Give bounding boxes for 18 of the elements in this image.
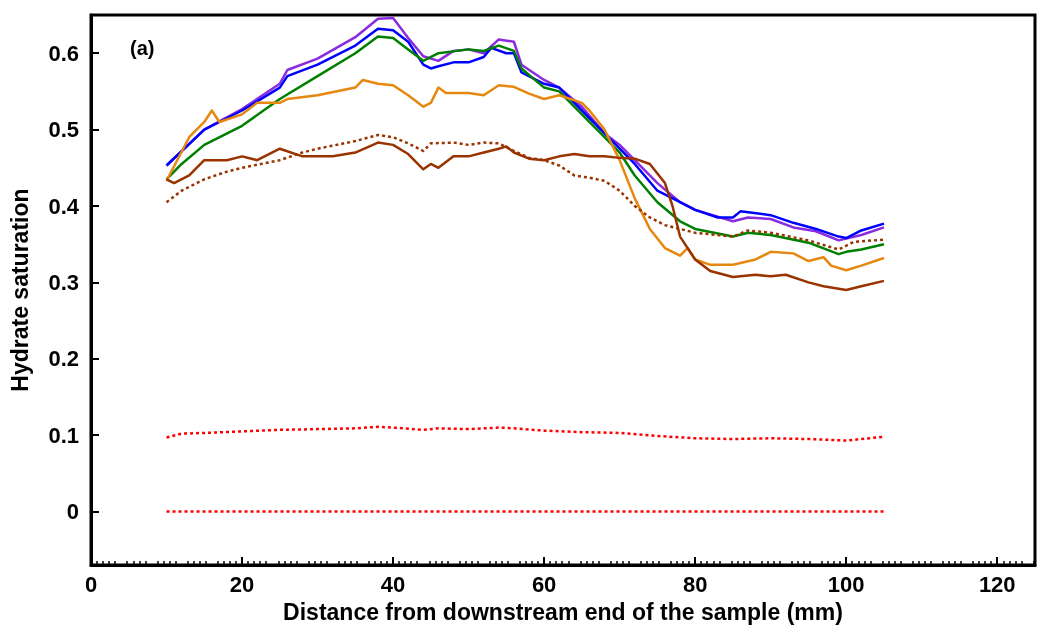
line-series — [165, 78, 886, 272]
x-axis-title: Distance from downstream end of the sample (mm) — [283, 598, 843, 625]
y-tick-label: 0 — [66, 499, 79, 525]
x-tick-label: 40 — [380, 571, 406, 597]
y-tick-label: 0.1 — [48, 422, 79, 448]
annotation: (a) — [130, 37, 155, 59]
x-tick-label: 60 — [531, 571, 557, 597]
x-tick-label: 80 — [682, 571, 708, 597]
x-tick-label: 20 — [229, 571, 255, 597]
y-axis-title: Hydrate saturation — [6, 188, 33, 392]
y-tick-label: 0.2 — [48, 346, 79, 372]
y-tick-label: 0.6 — [48, 40, 79, 66]
x-tick-label: 100 — [827, 571, 865, 597]
x-tick-label: 0 — [84, 571, 98, 597]
y-tick-label: 0.5 — [48, 117, 79, 143]
x-tick-label: 120 — [978, 571, 1016, 597]
y-tick-label: 0.3 — [48, 269, 79, 295]
y-tick-label: 0.4 — [48, 193, 80, 219]
